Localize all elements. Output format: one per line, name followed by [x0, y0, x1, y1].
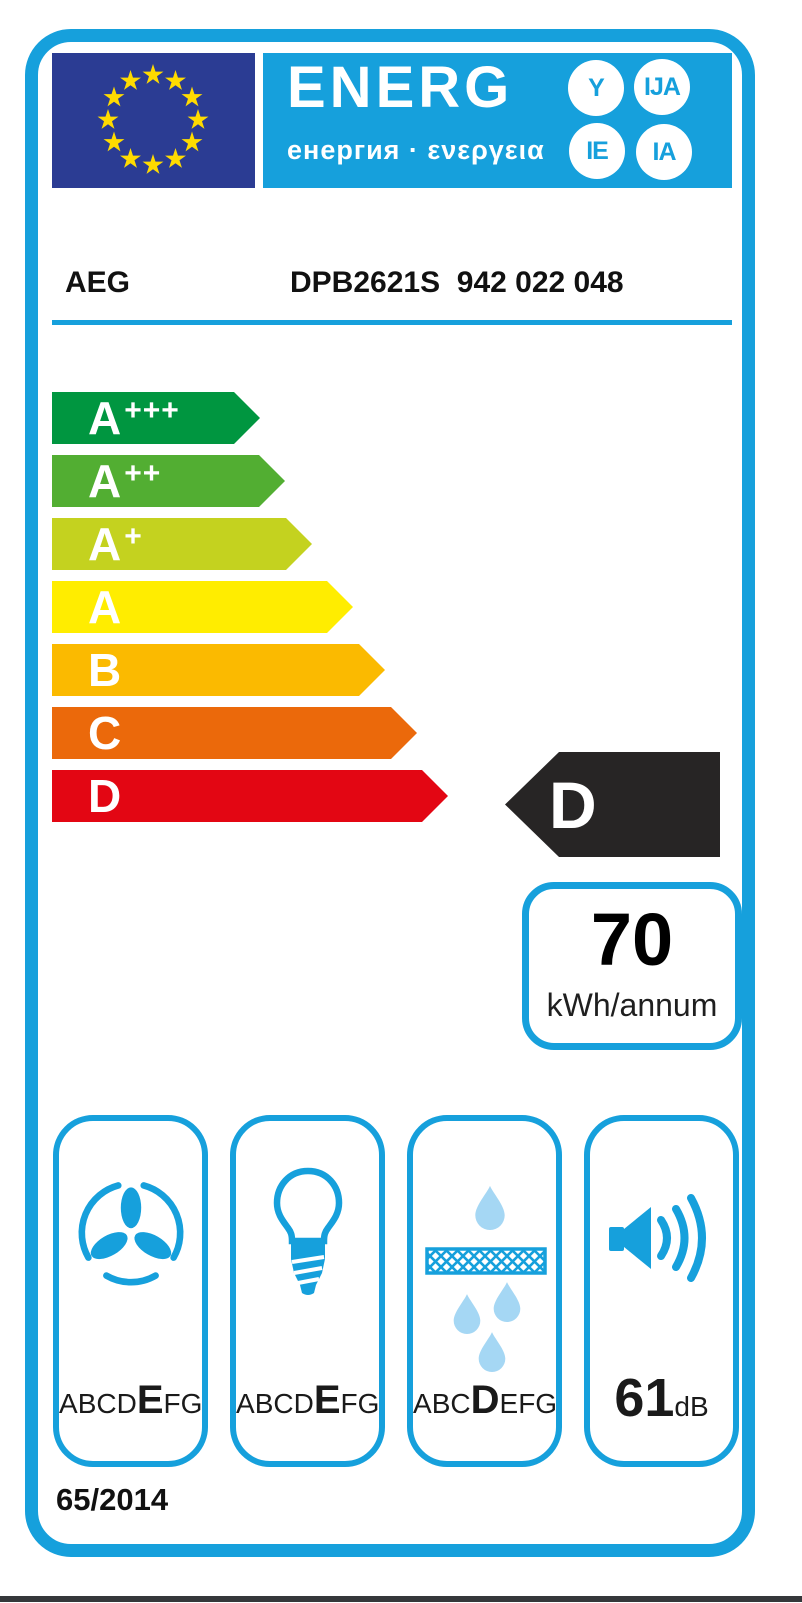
rating-letter-B: B	[77, 1388, 97, 1419]
brand-name: AEG	[65, 266, 131, 299]
consumption-unit: kWh/annum	[546, 987, 718, 1023]
rating-letter-F: F	[518, 1388, 536, 1419]
class-letter: A	[88, 392, 122, 444]
current-rating-letter: D	[549, 767, 597, 842]
energy-class-bar-D: D	[52, 770, 448, 822]
rating-letters-fan: ABCDEFG	[59, 1378, 202, 1423]
rating-letter-E: E	[499, 1388, 519, 1419]
energy-class-scale: A +++ A ++ A + A B C D	[52, 392, 448, 822]
energ-suffix-circle-y: Y	[568, 60, 624, 116]
bottom-edge-line	[0, 1596, 802, 1602]
bulb-icon	[258, 1163, 358, 1318]
energ-logo-text: ENERG	[287, 55, 514, 120]
rating-letter-B: B	[254, 1388, 274, 1419]
energy-class-bar-C: C	[52, 707, 417, 759]
rating-letter-C: C	[96, 1388, 117, 1419]
class-letter: D	[88, 770, 122, 822]
metric-box-lighting-efficiency: ABCDEFG	[230, 1115, 385, 1467]
fan-icon	[71, 1173, 191, 1298]
noise-unit: dB	[674, 1391, 709, 1422]
class-suffix: +	[124, 520, 143, 553]
energy-class-bar-A++: A ++	[52, 455, 285, 507]
rating-letter-A: A	[413, 1388, 432, 1419]
rating-letter-A: A	[59, 1388, 78, 1419]
eu-flag-stars	[97, 64, 209, 174]
header-divider	[52, 320, 732, 325]
annual-consumption-box: 70 kWh/annum	[522, 882, 742, 1050]
rating-letter-E: E	[313, 1378, 341, 1422]
rating-letter-A: A	[236, 1388, 255, 1419]
class-suffix: ++	[124, 457, 162, 490]
rating-letter-C: C	[273, 1388, 294, 1419]
rating-letter-G: G	[535, 1388, 558, 1419]
rating-letters-grease-filter: ABCDEFG	[413, 1378, 558, 1423]
metric-box-grease-filter-efficiency: ABCDEFG	[407, 1115, 562, 1467]
noise-value: 61	[614, 1368, 675, 1428]
class-letter: B	[88, 644, 122, 696]
energy-class-bar-A+: A +	[52, 518, 312, 570]
energy-class-bar-B: B	[52, 644, 385, 696]
energ-logo-box: ENERG енергия · ενεργεια Y IJA IE IA	[263, 53, 732, 188]
rating-letters-lighting: ABCDEFG	[236, 1378, 379, 1423]
metric-box-fluid-dynamic-efficiency: ABCDEFG	[53, 1115, 208, 1467]
rating-letter-G: G	[357, 1388, 380, 1419]
label-border	[25, 29, 755, 1557]
rating-letter-D: D	[116, 1388, 137, 1419]
energ-suffix-circle-ija: IJA	[634, 59, 690, 115]
energy-class-bar-A: A	[52, 581, 353, 633]
grease-filter-icon	[419, 1157, 551, 1382]
energ-suffix-circle-ia: IA	[636, 124, 692, 180]
noise-value-row: 61dB	[590, 1367, 733, 1429]
rating-letter-F: F	[163, 1388, 181, 1419]
class-suffix: +++	[124, 394, 180, 427]
class-letter: A	[88, 518, 122, 570]
model-number: DPB2621S 942 022 048	[290, 266, 624, 299]
rating-letter-E: E	[136, 1378, 164, 1422]
class-letter: C	[88, 707, 122, 759]
metric-box-noise-level: 61dB	[584, 1115, 739, 1467]
regulation-number: 65/2014	[56, 1482, 169, 1517]
speaker-icon	[601, 1183, 723, 1298]
rating-letter-B: B	[431, 1388, 451, 1419]
consumption-value: 70	[590, 898, 674, 981]
rating-letter-D: D	[293, 1388, 314, 1419]
energ-suffix-circle-ie: IE	[569, 123, 625, 179]
rating-letter-G: G	[180, 1388, 203, 1419]
energy-class-bar-A+++: A +++	[52, 392, 260, 444]
energ-logo-subtext: енергия · ενεργεια	[287, 135, 545, 165]
class-letter: A	[88, 455, 122, 507]
eu-flag	[52, 53, 255, 188]
class-letter: A	[88, 581, 122, 633]
rating-letter-F: F	[340, 1388, 358, 1419]
rating-letter-D: D	[470, 1378, 500, 1422]
rating-letter-C: C	[450, 1388, 471, 1419]
